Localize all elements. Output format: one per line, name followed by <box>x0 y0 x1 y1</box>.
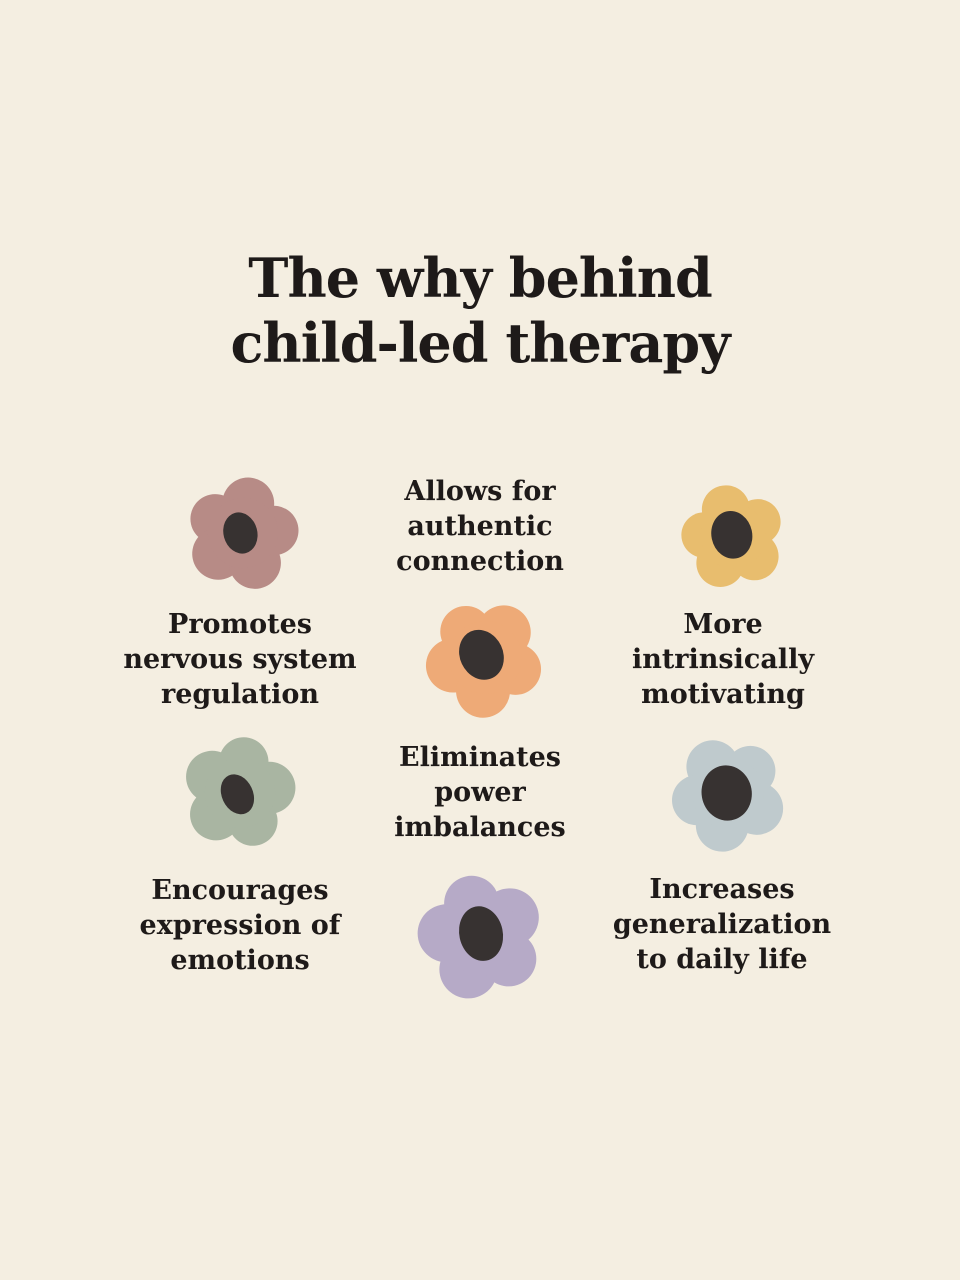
lilac-flower-icon <box>417 875 539 999</box>
benefit-line: emotions <box>170 945 310 976</box>
benefit-line: Eliminates <box>399 742 561 773</box>
benefit-line: generalization <box>612 909 832 940</box>
benefit-intrinsically-motivating: More intrinsically motivating <box>573 607 873 712</box>
benefit-nervous-system-regulation: Promotes nervous system regulation <box>90 607 390 712</box>
benefit-line: Promotes <box>168 609 312 640</box>
benefit-line: intrinsically <box>631 644 815 675</box>
benefit-line: Allows for <box>404 476 556 507</box>
benefit-line: More <box>683 609 763 640</box>
page-title-line: The why behind <box>248 246 712 310</box>
benefit-authentic-connection: Allows for authentic connection <box>330 474 630 579</box>
benefit-line: Increases <box>649 874 795 905</box>
benefit-line: imbalances <box>394 812 566 843</box>
benefit-line: expression of <box>139 910 341 941</box>
benefit-line: Encourages <box>151 875 329 906</box>
mauve-flower-icon <box>190 477 299 589</box>
benefit-line: regulation <box>160 679 320 710</box>
orange-flower-icon <box>425 605 542 718</box>
benefit-line: to daily life <box>636 944 808 975</box>
page-title: The why behind child-led therapy <box>0 246 960 376</box>
benefit-line: authentic <box>407 511 553 542</box>
benefit-power-imbalances: Eliminates power imbalances <box>330 740 630 845</box>
sage-flower-icon <box>186 737 296 846</box>
slate-blue-flower-icon <box>672 740 784 852</box>
benefit-line: motivating <box>641 679 805 710</box>
gold-flower-icon <box>681 485 781 587</box>
benefit-line: connection <box>396 546 564 577</box>
benefit-line: nervous system <box>123 644 357 675</box>
page-title-line: child-led therapy <box>230 311 731 375</box>
benefit-expression-of-emotions: Encourages expression of emotions <box>90 873 390 978</box>
benefit-generalization-daily-life: Increases generalization to daily life <box>572 872 872 977</box>
benefit-line: power <box>434 777 526 808</box>
